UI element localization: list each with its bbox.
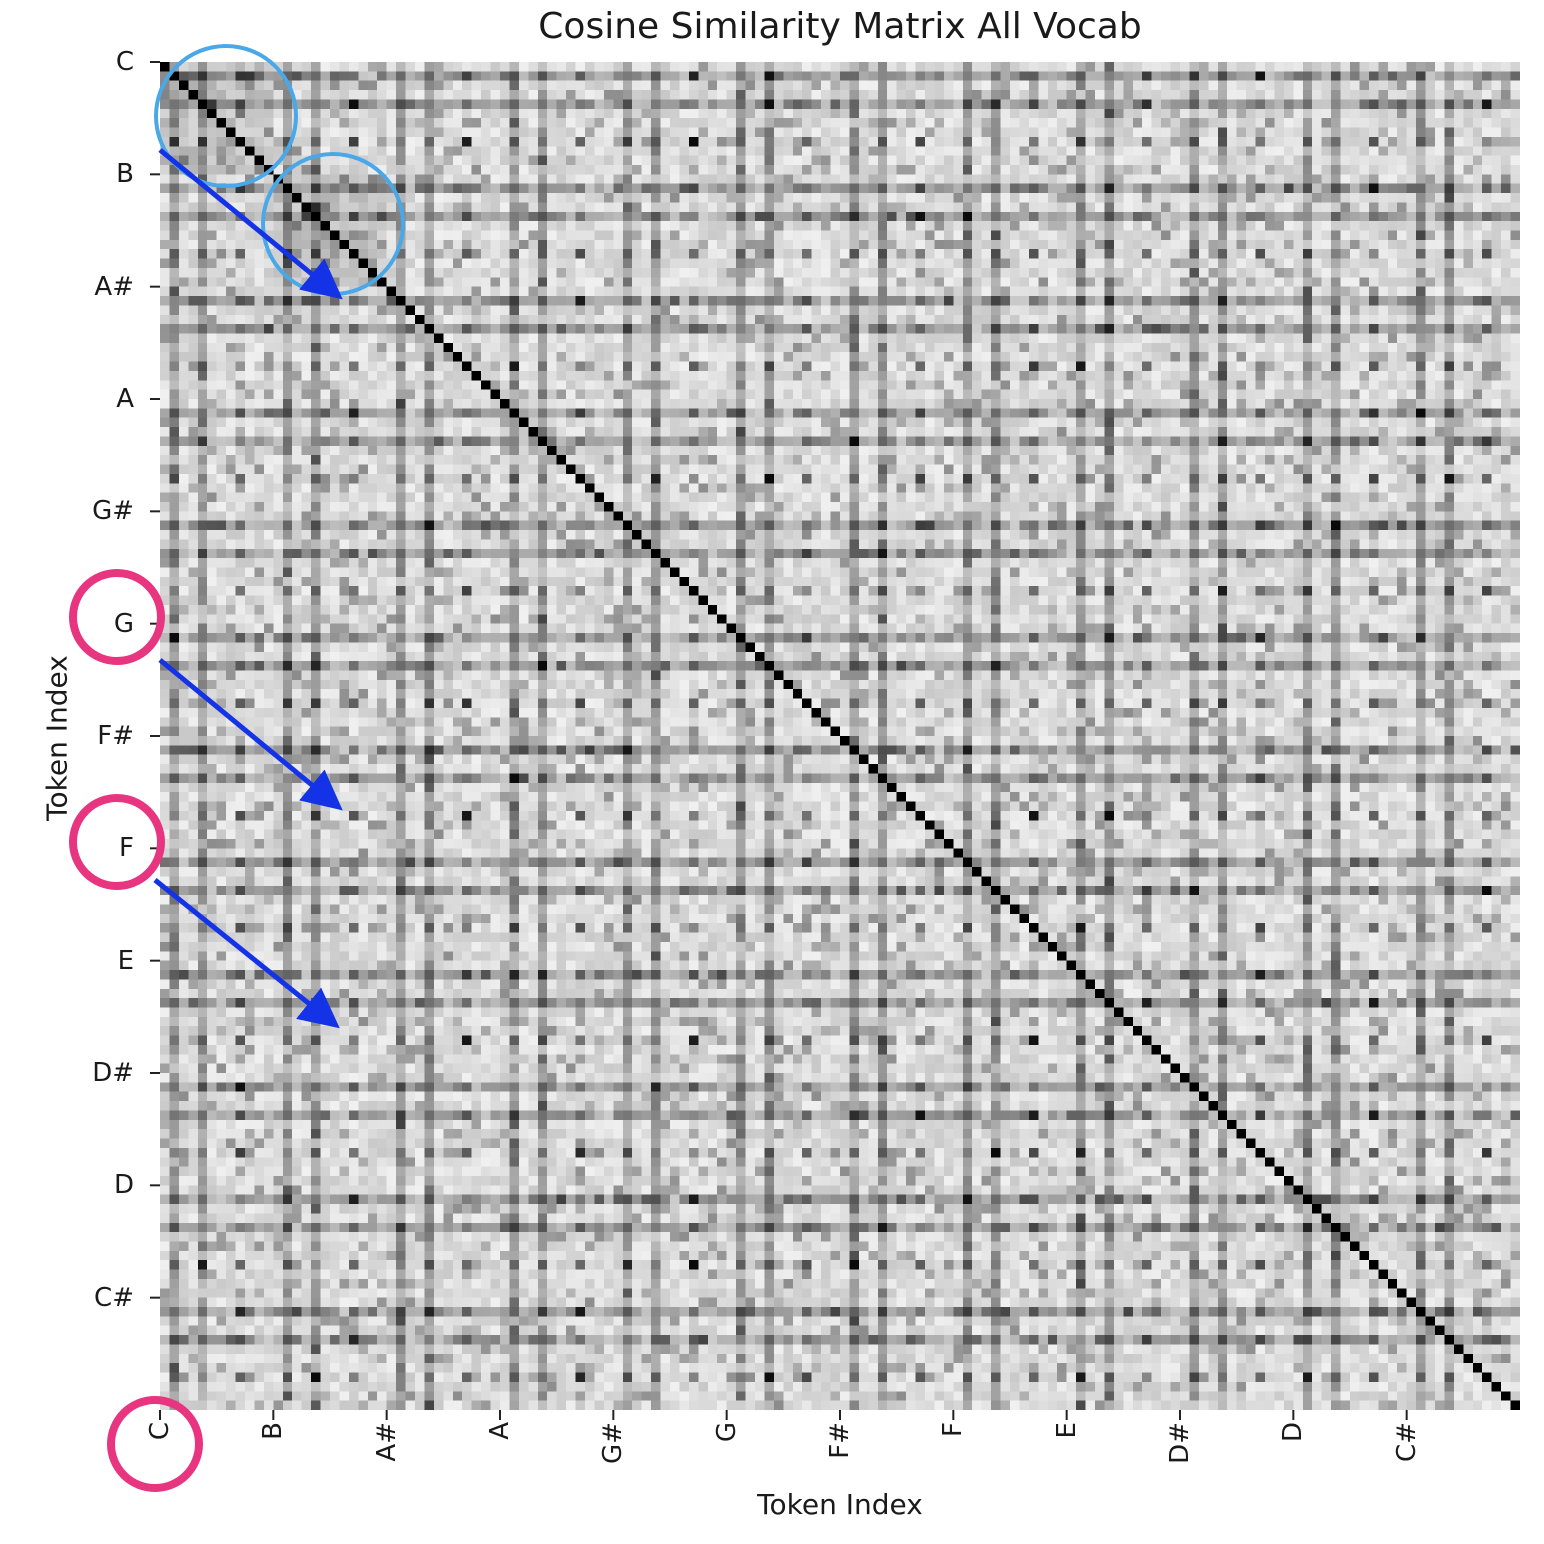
y-tick-label: C [115,47,134,77]
y-tick-label: G [113,608,134,639]
y-tick-label: E [117,945,134,976]
y-tick-label: F# [97,721,134,751]
pink-circle-annotation [69,569,165,665]
y-tick-label: F [119,833,134,864]
y-tick-label: D [113,1170,134,1201]
arrow-annotation [158,148,343,300]
y-tick-label: A# [94,271,134,302]
chart-title: Cosine Similarity Matrix All Vocab [538,6,1142,47]
blue-circle-annotation [261,152,405,296]
pink-circle-annotation [69,794,165,890]
x-axis-label: Token Index [757,1488,923,1521]
y-tick-label: D# [92,1058,134,1088]
blue-circle-annotation [154,44,298,188]
pink-circle-annotation [107,1396,203,1492]
y-tick-label: B [116,159,134,190]
y-tick-label: G# [92,496,134,527]
y-tick-label: C# [94,1282,134,1313]
arrow-annotation [153,878,340,1029]
y-tick-label: A [116,384,134,414]
heatmap-grid [160,62,1520,1410]
arrow-annotation [158,658,343,811]
